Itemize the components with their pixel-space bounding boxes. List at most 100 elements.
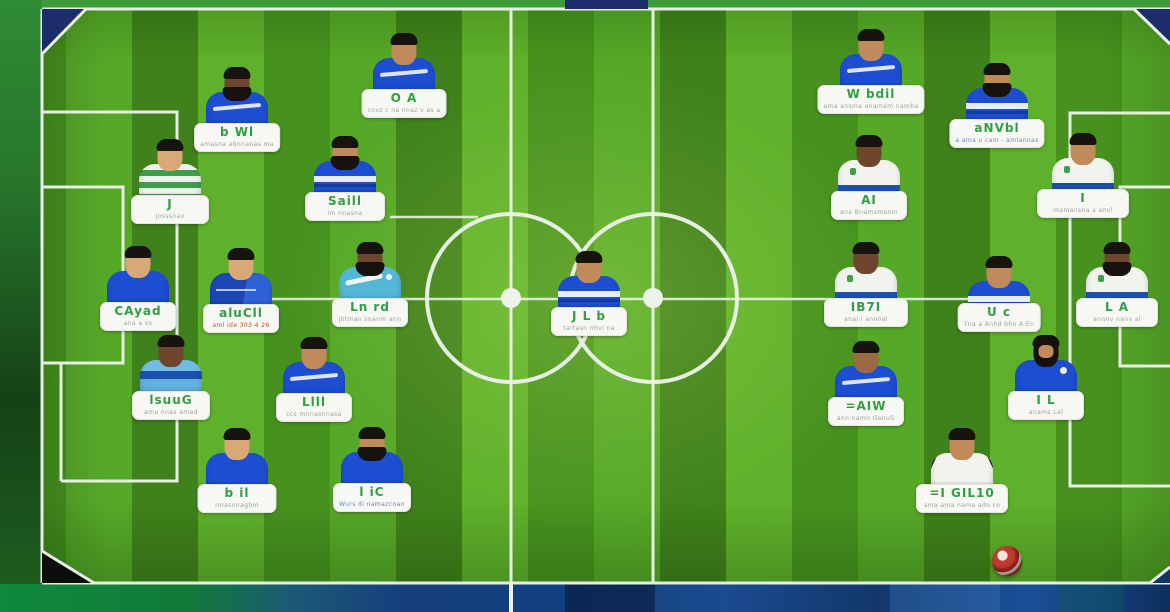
player-head — [227, 248, 255, 280]
player[interactable]: b il rmasnnagbm — [197, 428, 277, 513]
player-label[interactable]: aNVbl a ama u cam - amlannas — [949, 119, 1045, 148]
player[interactable]: Ln rd jhtman snanm ann — [332, 242, 408, 327]
player-subtext: ccs mnnasnnasa — [286, 411, 342, 418]
player-subtext: anams Lal — [1028, 409, 1064, 416]
player[interactable]: U c Tna a Anhd bhn A En — [957, 256, 1041, 332]
player-subtext: anai i annnal — [844, 316, 888, 323]
player-name: O A — [390, 91, 418, 105]
pitch-left-margin — [0, 0, 42, 584]
player-avatar — [963, 63, 1031, 126]
player[interactable]: IB7I anai i annnal — [824, 242, 908, 327]
player-label[interactable]: b Wl amasna abnnanas ma — [194, 123, 280, 152]
player-label[interactable]: J L b tartasn nhvi na — [551, 307, 627, 336]
player-subtext: Tna a Anhd bhn A En — [963, 321, 1035, 328]
player-name: IB7I — [850, 300, 882, 314]
player-subtext: ama nnas amad — [144, 409, 198, 416]
player-label[interactable]: =AIW ann namn GanuG — [828, 397, 904, 426]
player-head — [948, 428, 976, 460]
player-label[interactable]: Saill im nnasna — [305, 192, 385, 221]
player-subtext: ama ansma anamam namba — [823, 103, 919, 110]
player-name: CAyad — [114, 304, 162, 318]
player-label[interactable]: l iC Wurs di namazcnan — [333, 483, 411, 512]
player-avatar — [928, 428, 996, 491]
player-label[interactable]: Ln rd jhtman snanm ann — [332, 298, 408, 327]
player[interactable]: J Josssnav — [131, 139, 209, 224]
player[interactable]: I L anams Lal — [1008, 335, 1084, 420]
player[interactable]: J L b tartasn nhvi na — [551, 251, 627, 336]
player-label[interactable]: b il rmasnnagbm — [197, 484, 277, 513]
player-label[interactable]: U c Tna a Anhd bhn A En — [957, 303, 1041, 332]
player-avatar — [837, 29, 905, 92]
player[interactable]: W bdil ama ansma anamam namba — [817, 29, 925, 114]
player-name: l iC — [359, 485, 385, 499]
player-subtext: im nnasna — [327, 210, 363, 217]
player-subtext: ama ama nama ado co — [923, 502, 1001, 509]
player-label[interactable]: AI ana Bnamsmanm — [831, 191, 907, 220]
player-head — [1102, 242, 1132, 276]
player-avatar — [1049, 133, 1117, 196]
player-head — [852, 242, 880, 274]
player[interactable]: L A annnv nanv al — [1076, 242, 1158, 327]
player-name: b il — [224, 486, 250, 500]
player[interactable]: Llll ccs mnnasnnasa — [276, 337, 352, 422]
player-name: Ln rd — [350, 300, 390, 314]
player-head — [982, 63, 1012, 97]
center-spot-right — [643, 288, 663, 308]
player[interactable]: I mamansna a anvl — [1037, 133, 1129, 218]
player-head — [355, 242, 385, 276]
player[interactable]: lsuuG ama nnas amad — [132, 335, 210, 420]
player-head — [985, 256, 1013, 288]
player-avatar — [311, 136, 379, 199]
player-subtext: amasna abnnanas ma — [200, 141, 274, 148]
player-label[interactable]: W bdil ama ansma anamam namba — [817, 85, 925, 114]
player-head — [852, 341, 880, 373]
player-subtext: Wurs di namazcnan — [339, 501, 405, 508]
player[interactable]: Saill im nnasna — [305, 136, 385, 221]
player-subtext: ana a xs — [123, 320, 153, 327]
player[interactable]: O A cnvz c na nnaz v as a — [361, 33, 447, 118]
player-subtext: aml ide 303 4 26 — [212, 322, 270, 329]
player[interactable]: CAyad ana a xs — [100, 246, 176, 331]
center-spot-left — [501, 288, 521, 308]
player-avatar — [203, 428, 271, 491]
player[interactable]: b Wl amasna abnnanas ma — [194, 67, 280, 152]
player-label[interactable]: O A cnvz c na nnaz v as a — [361, 89, 447, 118]
corner-line-bottom-left — [41, 549, 95, 585]
bar-segment — [890, 584, 1000, 612]
player[interactable]: l iC Wurs di namazcnan — [333, 427, 411, 512]
player[interactable]: aNVbl a ama u cam - amlannas — [949, 63, 1045, 148]
player-head — [300, 337, 328, 369]
player-label[interactable]: lsuuG ama nnas amad — [132, 391, 210, 420]
player-label[interactable]: =I GIL10 ama ama nama ado co — [916, 484, 1008, 513]
player-subtext: annnv nanv al — [1093, 316, 1141, 323]
player-label[interactable]: aluCll aml ide 303 4 26 — [203, 304, 279, 333]
corner-line-top-left — [40, 7, 88, 56]
penalty-box-right — [1068, 111, 1170, 488]
player-name: I L — [1036, 393, 1056, 407]
player[interactable]: AI ana Bnamsmanm — [831, 135, 907, 220]
player-avatar — [835, 135, 903, 198]
player-avatar — [1012, 335, 1080, 398]
top-navy-segment — [565, 0, 648, 9]
player-name: Saill — [327, 194, 363, 208]
player-head — [1069, 133, 1097, 165]
player-name: J L b — [571, 309, 607, 323]
player-label[interactable]: L A annnv nanv al — [1076, 298, 1158, 327]
player-label[interactable]: I mamansna a anvl — [1037, 189, 1129, 218]
player[interactable]: =I GIL10 ama ama nama ado co — [916, 428, 1008, 513]
player-subtext: cnvz c na nnaz v as a — [367, 107, 441, 114]
player[interactable]: =AIW ann namn GanuG — [828, 341, 904, 426]
player-label[interactable]: Llll ccs mnnasnnasa — [276, 393, 352, 422]
player-label[interactable]: CAyad ana a xs — [100, 302, 176, 331]
player-label[interactable]: J Josssnav — [131, 195, 209, 224]
player-label[interactable]: IB7I anai i annnal — [824, 298, 908, 327]
player-avatar — [203, 67, 271, 130]
player-head — [575, 251, 603, 283]
player-name: aluCll — [219, 306, 263, 320]
player-head — [223, 428, 251, 460]
player[interactable]: aluCll aml ide 303 4 26 — [203, 248, 279, 333]
player-label[interactable]: I L anams Lal — [1008, 391, 1084, 420]
player-name: Llll — [302, 395, 326, 409]
player-head — [330, 136, 360, 170]
